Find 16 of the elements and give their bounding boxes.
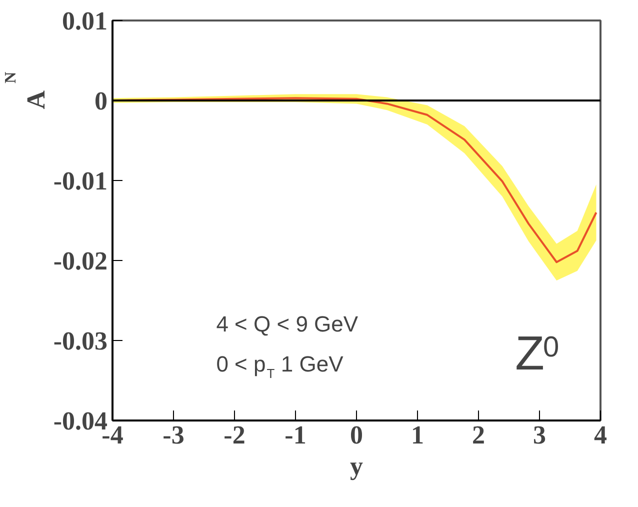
y-tick-label: 0	[94, 86, 108, 116]
x-tick-label: 0	[350, 420, 363, 450]
x-tick-label: 3	[533, 420, 546, 450]
annotation: 4 < Q < 9 GeV	[216, 312, 358, 336]
x-tick-label: -3	[162, 420, 184, 450]
x-tick-label: -1	[284, 420, 306, 450]
x-tick-label: 2	[472, 420, 485, 450]
x-tick-label: 1	[411, 420, 424, 450]
y-axis-title: AN	[2, 71, 50, 110]
x-axis-title: y	[350, 452, 363, 480]
y-tick-label: -0.02	[53, 246, 108, 276]
y-tick-label: -0.01	[53, 166, 108, 196]
y-tick-label: 0.01	[62, 6, 108, 36]
y-tick-label: -0.03	[53, 326, 108, 356]
x-tick-label: 4	[594, 420, 607, 450]
x-tick-label: -2	[224, 420, 246, 450]
